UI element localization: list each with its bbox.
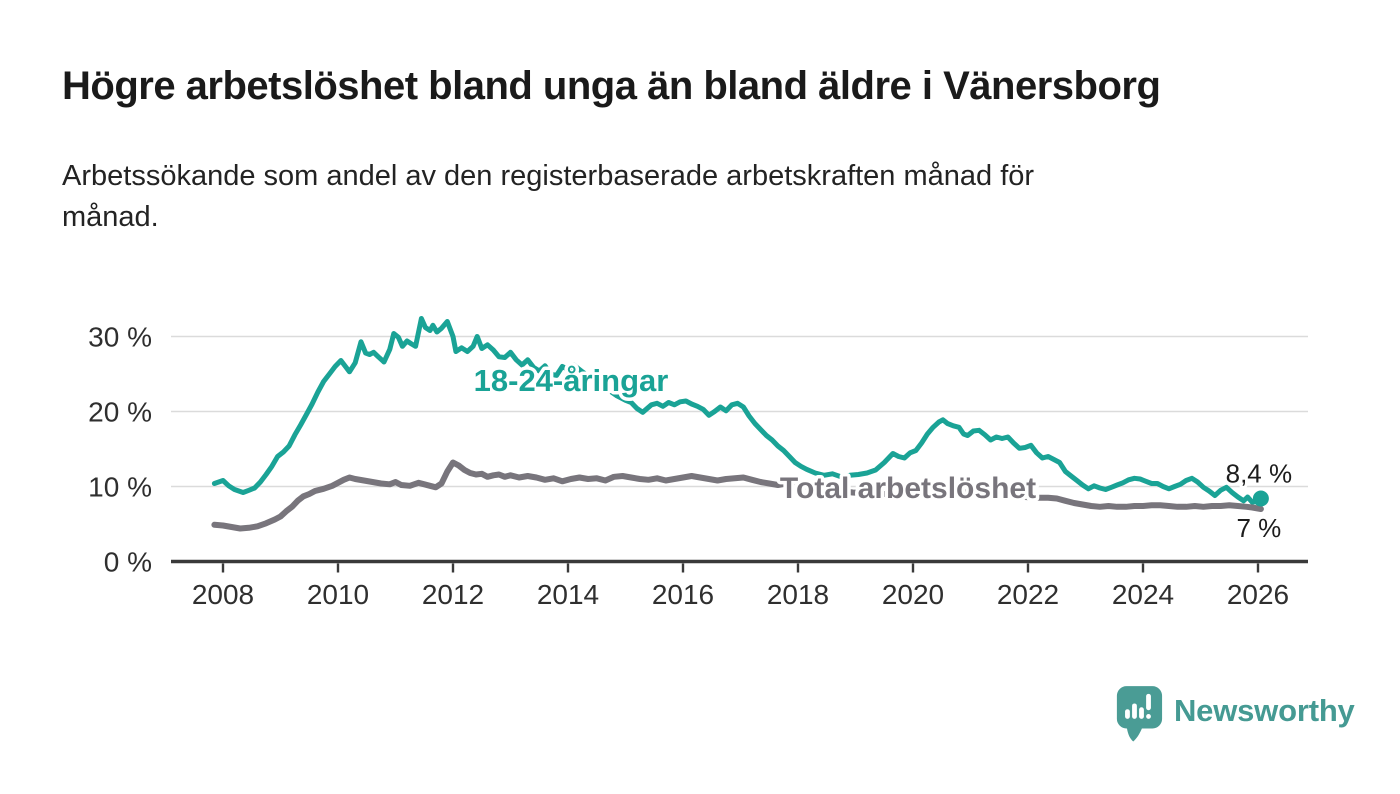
x-axis-tick-label: 2018 <box>767 579 829 610</box>
y-axis-tick-label: 30 % <box>88 322 152 353</box>
x-axis-tick-label: 2014 <box>537 579 599 610</box>
x-axis-tick-label: 2012 <box>422 579 484 610</box>
newsworthy-wordmark: Newsworthy <box>1174 693 1355 728</box>
y-axis-tick-label: 0 % <box>104 547 152 578</box>
end-value-label-youth: 8,4 % <box>1226 459 1293 489</box>
chart-subtitle: Arbetssökande som andel av den registerb… <box>62 160 1035 233</box>
x-axis-tick-label: 2022 <box>997 579 1059 610</box>
bar-chart-bar-1 <box>1125 709 1130 719</box>
exclamation-bar <box>1146 693 1151 711</box>
exclamation-dot <box>1146 714 1151 719</box>
end-value-label-total: 7 % <box>1236 513 1281 543</box>
x-axis-tick-label: 2016 <box>652 579 714 610</box>
x-axis-tick-label: 2026 <box>1227 579 1289 610</box>
x-axis-tick-label: 2010 <box>307 579 369 610</box>
series-line-youth <box>211 316 1264 505</box>
series-line-total <box>211 459 1264 532</box>
page-title: Högre arbetslöshet bland unga än bland ä… <box>62 64 1161 108</box>
y-axis-tick-label: 10 % <box>88 472 152 503</box>
y-axis-tick-label: 20 % <box>88 397 152 428</box>
x-axis-tick-label: 2008 <box>192 579 254 610</box>
series-label-total: Total arbetslöshet <box>780 472 1036 505</box>
bar-chart-bar-2 <box>1132 703 1137 719</box>
bar-chart-bar-3 <box>1139 707 1144 719</box>
newsworthy-logo: Newsworthy <box>1114 684 1355 746</box>
x-axis-tick-label: 2020 <box>882 579 944 610</box>
series-end-dot <box>1252 490 1269 507</box>
x-axis-tick-label: 2024 <box>1112 579 1174 610</box>
series-label-youth: 18-24-åringar <box>474 363 669 398</box>
newsworthy-logo-icon <box>1116 686 1163 742</box>
